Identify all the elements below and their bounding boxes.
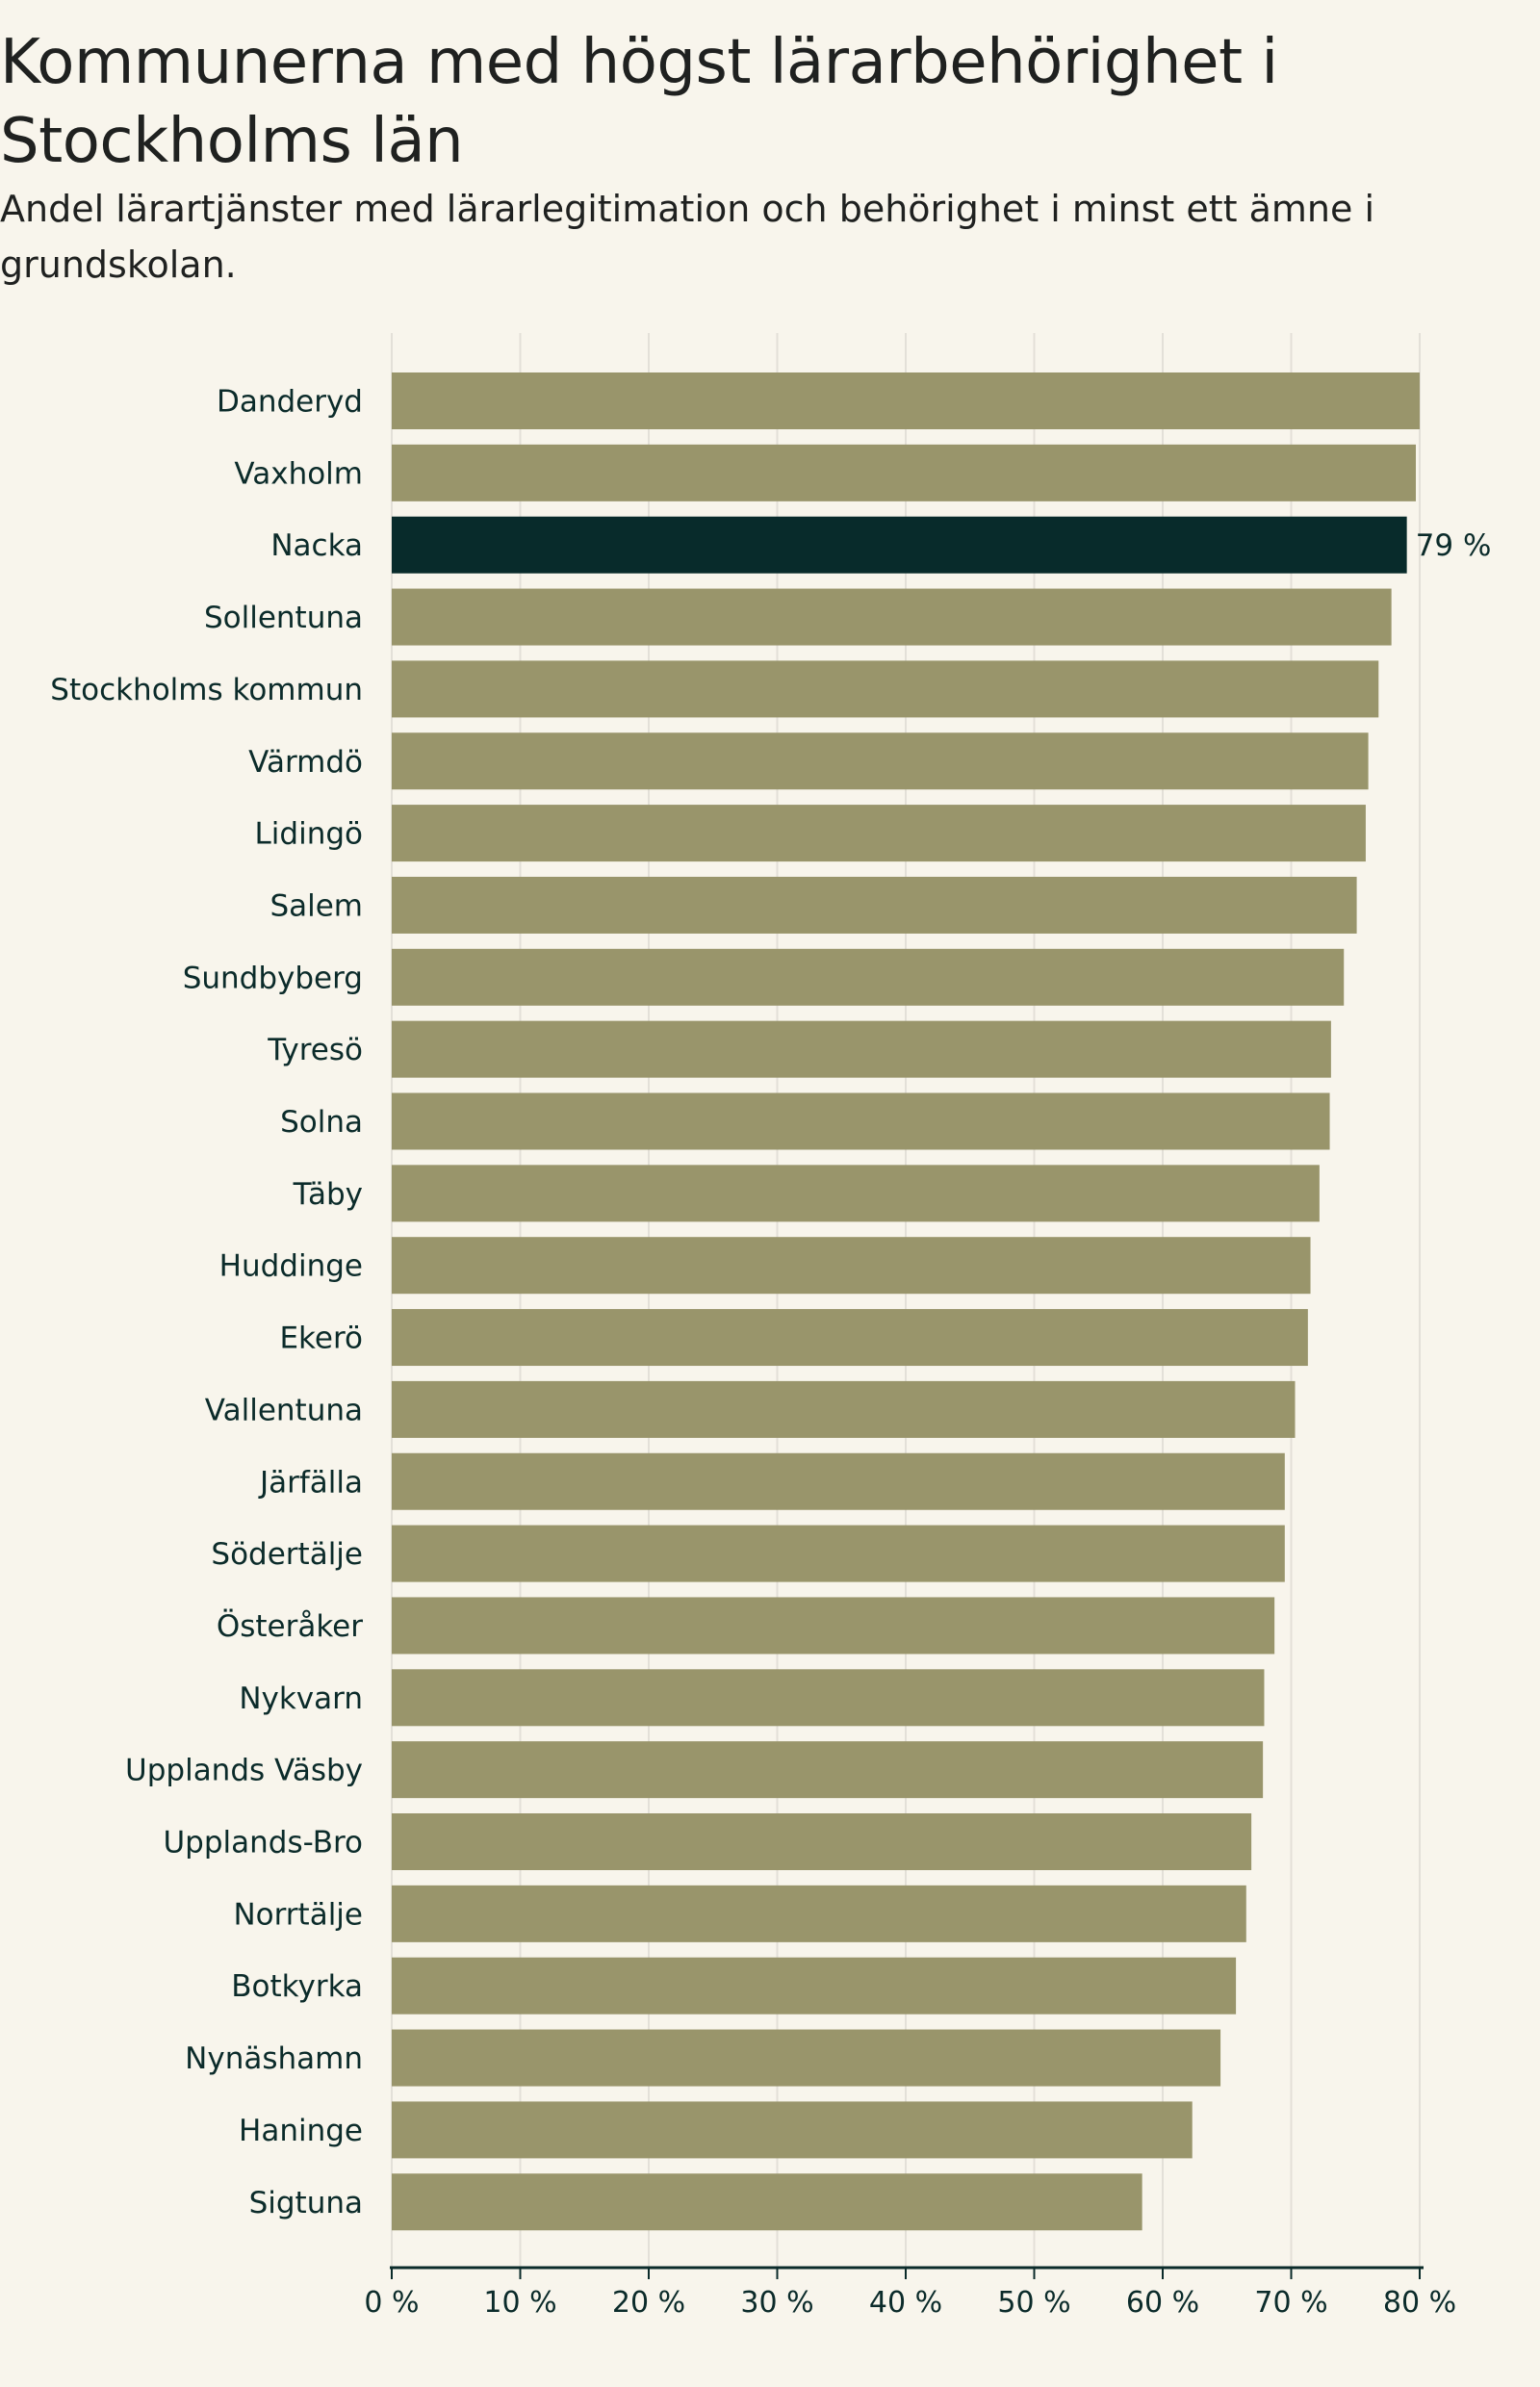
chart-title: Kommunerna med högst lärarbehörighet i S… <box>0 27 1278 177</box>
bar-salem <box>392 876 1357 934</box>
category-label: Salem <box>270 888 363 923</box>
bar-norrtälje <box>392 1885 1246 1942</box>
category-label: Upplands-Bro <box>163 1826 363 1861</box>
bar-vallentuna <box>392 1380 1296 1438</box>
category-label: Stockholms kommun <box>50 673 363 707</box>
bars <box>392 372 1420 2231</box>
category-label: Österåker <box>217 1608 363 1644</box>
x-tick-label: 10 % <box>483 2286 556 2320</box>
category-label: Värmdö <box>248 745 363 780</box>
category-label: Haninge <box>239 2114 363 2148</box>
x-tick-label: 50 % <box>997 2286 1070 2320</box>
bar-sollentuna <box>392 588 1392 646</box>
bar-huddinge <box>392 1237 1311 1295</box>
x-tick-label: 70 % <box>1254 2286 1327 2320</box>
category-label: Vallentuna <box>205 1393 363 1427</box>
bar-vaxholm <box>392 444 1416 501</box>
category-label: Sollentuna <box>204 601 363 635</box>
x-tick-label: 0 % <box>364 2286 419 2320</box>
category-label: Vaxholm <box>234 456 363 491</box>
category-label: Sigtuna <box>249 2186 363 2220</box>
category-label: Tyresö <box>267 1033 363 1067</box>
bar-botkyrka <box>392 1957 1237 2015</box>
gridlines <box>391 333 1421 2268</box>
category-label: Botkyrka <box>231 1969 363 2004</box>
data-label: 79 % <box>1416 528 1492 563</box>
category-label: Nykvarn <box>239 1681 363 1716</box>
category-label: Täby <box>293 1177 363 1212</box>
bar-tyresö <box>392 1020 1331 1078</box>
category-label: Nacka <box>270 528 363 563</box>
category-label: Nynäshamn <box>185 2041 363 2076</box>
x-axis: 0 % 10 % 20 % 30 % 40 % 50 % 60 % 70 % 80 % <box>364 2266 1456 2320</box>
x-tick-label: 60 % <box>1126 2286 1199 2320</box>
bar-värmdö <box>392 732 1369 790</box>
x-tick-label: 80 % <box>1383 2286 1456 2320</box>
x-tick-label: 20 % <box>612 2286 685 2320</box>
bar-upplands-väsby <box>392 1741 1264 1799</box>
category-label: Lidingö <box>255 817 363 852</box>
category-label: Huddinge <box>219 1249 363 1284</box>
bar-lidingö <box>392 805 1366 862</box>
category-label: Danderyd <box>217 385 363 420</box>
category-label: Solna <box>280 1105 363 1140</box>
bar-solna <box>392 1092 1330 1150</box>
x-tick-label: 40 % <box>869 2286 942 2320</box>
category-label: Södertälje <box>211 1537 363 1572</box>
category-label: Järfälla <box>258 1465 363 1500</box>
category-label: Sundbyberg <box>183 961 363 995</box>
category-label: Ekerö <box>279 1322 363 1356</box>
chart-subtitle: Andel lärartjänster med lärarlegitimatio… <box>0 188 1375 286</box>
x-tick-label: 30 % <box>740 2286 813 2320</box>
bar-danderyd <box>392 372 1420 429</box>
bar-järfälla <box>392 1452 1285 1510</box>
bar-nynäshamn <box>392 2029 1221 2087</box>
bar-stockholms-kommun <box>392 660 1379 718</box>
category-labels: Danderyd Vaxholm Nacka Sollentuna Stockholms… <box>50 385 363 2220</box>
bar-ekerö <box>392 1309 1308 1367</box>
bar-täby <box>392 1165 1320 1222</box>
category-label: Upplands Väsby <box>125 1754 363 1788</box>
bar-haninge <box>392 2101 1193 2159</box>
data-labels: 79 % <box>1416 528 1492 563</box>
bar-sigtuna <box>392 2173 1142 2231</box>
category-label: Norrtälje <box>233 1897 363 1932</box>
bar-sundbyberg <box>392 948 1345 1006</box>
bar-österåker <box>392 1597 1275 1655</box>
bar-upplands-bro <box>392 1813 1252 1870</box>
bar-nacka <box>392 516 1407 574</box>
bar-nykvarn <box>392 1669 1265 1727</box>
bar-södertälje <box>392 1525 1285 1582</box>
